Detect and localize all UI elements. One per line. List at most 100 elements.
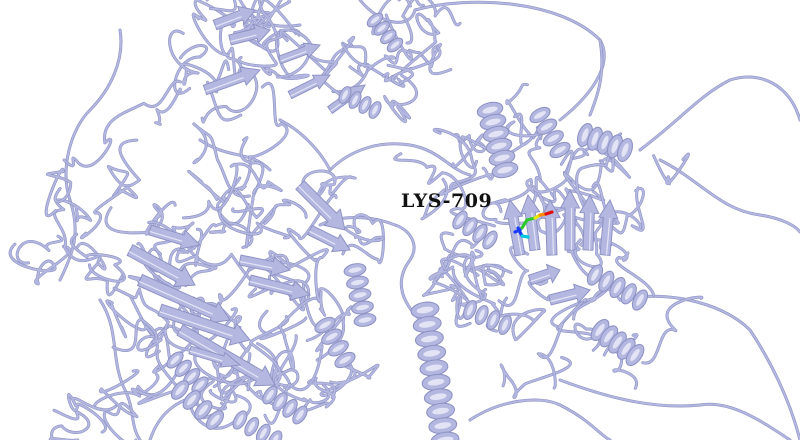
coil-loop bbox=[63, 80, 182, 167]
helix-highlight bbox=[486, 234, 494, 246]
coil-loop bbox=[408, 43, 452, 75]
helix-highlight bbox=[358, 317, 372, 323]
coil-loop bbox=[586, 238, 655, 297]
coil-loop bbox=[394, 224, 421, 321]
coil-loop bbox=[112, 318, 162, 352]
coil-loop bbox=[67, 393, 117, 433]
coil-loop bbox=[401, 0, 425, 44]
coil-loop bbox=[619, 295, 800, 441]
beta-strand-highlight bbox=[551, 217, 555, 255]
residue-sticks bbox=[513, 210, 554, 239]
helix-highlight bbox=[198, 404, 208, 416]
coil-loop bbox=[263, 199, 308, 225]
residue-label: LYS-709 bbox=[401, 190, 493, 212]
helix-highlight bbox=[286, 403, 294, 414]
beta-strand-arrow bbox=[598, 198, 619, 257]
coil-loop bbox=[429, 254, 487, 308]
coil-loop bbox=[75, 242, 125, 296]
coil-loop bbox=[143, 248, 189, 289]
coil-loop bbox=[500, 356, 572, 399]
helix-highlight bbox=[602, 275, 611, 288]
coil-loop bbox=[433, 128, 494, 189]
helix-highlight bbox=[501, 319, 509, 331]
coil-loop bbox=[343, 227, 384, 245]
helix-highlight bbox=[370, 16, 380, 24]
coil-loop bbox=[639, 76, 800, 151]
helix-highlight bbox=[621, 342, 631, 355]
coil-loop bbox=[62, 79, 182, 168]
helix-highlight bbox=[423, 349, 441, 357]
helix-highlight bbox=[554, 146, 566, 154]
coil-loop bbox=[249, 0, 297, 53]
coil-loop bbox=[80, 186, 138, 239]
coil-loop bbox=[216, 188, 264, 224]
beta-strand-arrow bbox=[157, 303, 251, 346]
coil-loop bbox=[342, 214, 385, 264]
beta-strand-arrow bbox=[202, 66, 262, 96]
coil-loop bbox=[49, 409, 90, 444]
coil-loop bbox=[248, 279, 310, 300]
beta-strand-arrow bbox=[248, 274, 312, 301]
beta-strand-highlight bbox=[550, 294, 577, 303]
beta-strand-highlight bbox=[230, 34, 257, 43]
helix-highlight bbox=[591, 269, 599, 281]
helix-highlight bbox=[383, 32, 393, 41]
coil-loop bbox=[227, 82, 289, 194]
helix-highlight bbox=[175, 384, 185, 396]
coil-loop bbox=[70, 233, 126, 283]
helix-highlight bbox=[591, 131, 599, 146]
helix-highlight bbox=[611, 139, 619, 154]
beta-strand-highlight bbox=[128, 251, 179, 279]
residue-stick-bond bbox=[544, 210, 554, 216]
coil-loop bbox=[498, 246, 529, 307]
coil-loops bbox=[8, 0, 800, 444]
coil-loop bbox=[558, 378, 792, 442]
helix-highlight bbox=[478, 309, 485, 321]
coil-loop bbox=[341, 14, 413, 71]
coil-loop bbox=[192, 123, 251, 198]
coil-loop bbox=[199, 139, 271, 171]
beta-strand-arrow bbox=[559, 188, 581, 251]
helix-highlight bbox=[476, 228, 484, 239]
helix-highlight bbox=[581, 128, 589, 142]
helix-highlight bbox=[601, 135, 609, 150]
beta-strand-highlight bbox=[514, 217, 523, 255]
helix-highlight bbox=[319, 321, 331, 329]
coil-loop bbox=[469, 399, 611, 441]
alpha-helices bbox=[166, 12, 649, 444]
beta-strand-arrow bbox=[147, 224, 202, 250]
helix-highlight bbox=[356, 304, 369, 311]
coil-loop bbox=[209, 203, 250, 234]
coil-loop bbox=[652, 153, 690, 185]
helix-highlight bbox=[195, 380, 205, 390]
coil-loop bbox=[53, 198, 101, 263]
beta-strand-highlight bbox=[249, 280, 293, 293]
beta-strand-highlight bbox=[605, 218, 611, 256]
coil-loop bbox=[45, 168, 72, 217]
beta-strand-highlight bbox=[280, 50, 307, 62]
beta-strand-highlight bbox=[239, 260, 273, 269]
coil-loop bbox=[387, 46, 441, 86]
helix-highlight bbox=[490, 314, 497, 326]
helix-highlight bbox=[325, 332, 338, 341]
coil-loop bbox=[638, 75, 800, 152]
helix-highlight bbox=[236, 414, 244, 426]
coil-loop bbox=[393, 152, 496, 227]
helix-highlight bbox=[429, 393, 447, 401]
helix-highlight bbox=[612, 336, 623, 349]
coil-loop bbox=[182, 163, 283, 219]
coil-loop bbox=[499, 356, 572, 399]
helix-highlight bbox=[187, 394, 197, 406]
coil-loop bbox=[107, 139, 141, 197]
helix-highlight bbox=[371, 105, 379, 115]
beta-strand-arrow bbox=[188, 345, 242, 368]
coil-loop bbox=[401, 13, 440, 73]
coil-loop bbox=[15, 234, 64, 265]
helix-highlight bbox=[266, 389, 274, 401]
beta-strand-highlight bbox=[139, 281, 214, 315]
helix-highlight bbox=[434, 422, 452, 429]
beta-strand-highlight bbox=[588, 212, 592, 251]
helix-highlight bbox=[488, 130, 504, 138]
